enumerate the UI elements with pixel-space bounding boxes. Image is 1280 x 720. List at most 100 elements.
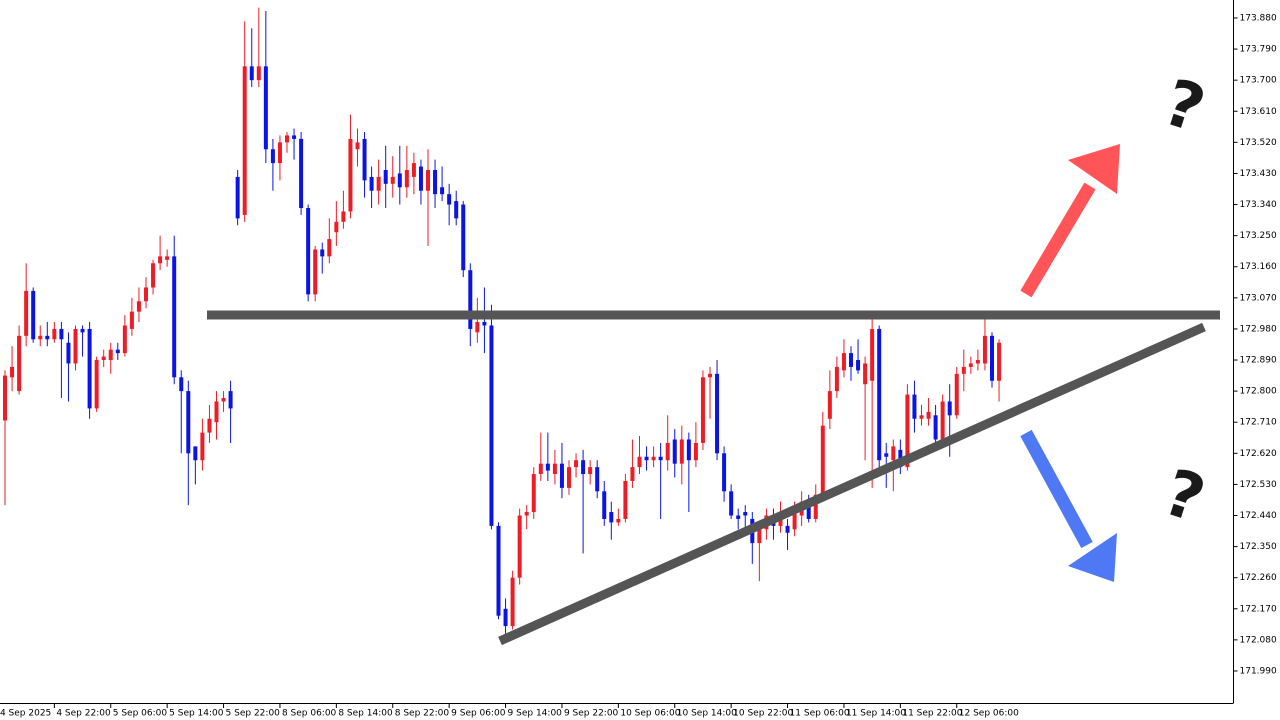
x-tick-label: 9 Sep 22:00: [564, 709, 619, 719]
candle-body: [877, 328, 882, 461]
candle-body: [108, 349, 113, 361]
candle-body: [122, 325, 127, 354]
candle-body: [292, 135, 297, 139]
candle-body: [990, 335, 994, 381]
candle-body: [468, 270, 473, 329]
candle-body: [101, 356, 106, 361]
x-tick-label: 11 Sep 14:00: [846, 709, 906, 719]
candle-body: [623, 480, 628, 519]
candle-body: [440, 187, 445, 195]
candle-body: [968, 363, 973, 367]
candle-body: [355, 142, 360, 150]
candle-body: [383, 169, 388, 184]
up-arrow-shaft: [1020, 182, 1096, 298]
candle-body: [433, 169, 438, 195]
candle-body: [24, 290, 29, 336]
candle-body: [59, 328, 64, 340]
candle-body: [129, 311, 134, 329]
y-tick-label: 172.620: [1240, 449, 1277, 459]
x-tick-label: 9 Sep 14:00: [508, 709, 563, 719]
candle-body: [334, 221, 339, 233]
candle-body: [574, 460, 579, 468]
candle-body: [214, 401, 219, 423]
candle-body: [708, 373, 712, 378]
candle-body: [940, 401, 945, 440]
candle-body: [31, 290, 36, 340]
candle-body: [997, 342, 1002, 381]
x-tick-label: 10 Sep 22:00: [733, 709, 793, 719]
candle-body: [165, 256, 170, 260]
down-arrow-shaft: [1020, 429, 1093, 549]
candle-body: [616, 518, 621, 523]
support-trendline: [498, 322, 1206, 646]
y-tick-label: 172.080: [1240, 635, 1277, 645]
candle-body: [144, 287, 148, 302]
y-tick-label: 172.260: [1240, 573, 1277, 583]
candle-body: [200, 432, 205, 461]
candle-body: [870, 328, 875, 381]
candle-body: [588, 467, 593, 475]
candle-body: [891, 446, 896, 461]
candle-body: [376, 176, 381, 191]
x-tick-label: 8 Sep 06:00: [282, 709, 337, 719]
candle-body: [186, 391, 191, 454]
y-tick-label: 172.890: [1240, 356, 1277, 366]
candle-body: [285, 135, 289, 143]
y-tick-label: 173.340: [1240, 200, 1277, 210]
down-arrow-head: [1068, 533, 1117, 582]
candle-body: [327, 239, 332, 257]
y-tick-label: 171.990: [1240, 666, 1277, 676]
candle-body: [397, 173, 402, 188]
candle-body: [820, 425, 825, 495]
candle-body: [813, 494, 818, 519]
candle-body: [651, 456, 656, 461]
candle-body: [785, 525, 790, 533]
y-tick-label: 173.790: [1240, 45, 1277, 55]
candle-body: [228, 391, 233, 409]
candle-body: [644, 456, 649, 461]
candle-body: [454, 201, 459, 219]
candle-body: [982, 335, 987, 364]
candle-body: [426, 169, 430, 191]
y-tick-label: 172.170: [1240, 604, 1277, 614]
candle-body: [559, 463, 564, 488]
candle-body: [538, 463, 543, 475]
candle-body: [52, 328, 57, 340]
candle-body: [665, 442, 670, 461]
candle-body: [531, 474, 536, 513]
candle-body: [66, 342, 71, 364]
y-tick-label: 172.530: [1240, 480, 1277, 490]
candle-body: [715, 373, 720, 454]
candle-body: [17, 335, 22, 392]
candle-body: [80, 328, 85, 333]
candle-body: [905, 394, 910, 468]
candle-body: [729, 491, 734, 516]
candle-body: [482, 322, 487, 326]
candle-body: [581, 460, 586, 475]
candle-body: [306, 207, 311, 295]
candle-body: [38, 335, 43, 340]
candle-body: [10, 366, 15, 378]
candle-body: [136, 301, 141, 312]
y-tick-label: 172.710: [1240, 418, 1277, 428]
candle-body: [172, 256, 177, 378]
candle-body: [792, 508, 797, 530]
candle-body: [510, 577, 515, 627]
candle-body: [242, 66, 247, 215]
candle-body: [595, 467, 600, 492]
candle-body: [320, 249, 325, 257]
candle-body: [919, 415, 924, 419]
candle-body: [249, 66, 254, 81]
x-tick-label: 10 Sep 06:00: [620, 709, 680, 719]
candle-body: [207, 418, 212, 433]
candle-body: [658, 456, 663, 461]
candle-body: [299, 138, 304, 208]
candle-body: [179, 377, 184, 392]
candle-body: [609, 512, 614, 523]
candle-body: [672, 439, 677, 464]
candle-body: [637, 456, 642, 468]
candle-body: [411, 163, 416, 177]
y-tick-label: 173.610: [1240, 107, 1277, 117]
candle-body: [221, 398, 226, 402]
